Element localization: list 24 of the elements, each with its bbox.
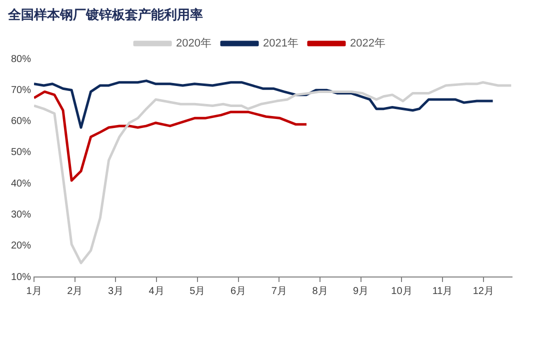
x-tick-label: 9月 (353, 286, 369, 297)
chart-title: 全国样本钢厂镀锌板套产能利用率 (8, 6, 203, 24)
x-tick-label: 8月 (312, 286, 328, 297)
x-tick-label: 6月 (230, 286, 246, 297)
y-tick-label: 50% (11, 147, 32, 158)
x-tick-label: 1月 (26, 286, 42, 297)
y-tick-label: 30% (11, 209, 32, 220)
y-tick-label: 60% (11, 116, 32, 128)
legend-label: 2020年 (176, 38, 212, 50)
legend-label: 2021年 (263, 38, 298, 50)
x-tick-label: 7月 (271, 286, 287, 297)
y-tick-label: 70% (11, 84, 32, 96)
y-tick-label: 80% (11, 54, 32, 65)
x-tick-label: 5月 (190, 286, 206, 297)
legend-label: 2022年 (350, 38, 386, 50)
x-tick-label: 12月 (472, 286, 494, 297)
x-tick-label: 3月 (108, 286, 124, 297)
y-tick-label: 10% (11, 272, 32, 283)
x-tick-label: 2月 (67, 286, 83, 297)
y-tick-label: 20% (11, 240, 32, 252)
x-tick-label: 10月 (391, 286, 412, 297)
x-tick-label: 11月 (432, 286, 453, 297)
x-tick-label: 4月 (148, 286, 164, 297)
y-tick-label: 40% (11, 178, 32, 190)
